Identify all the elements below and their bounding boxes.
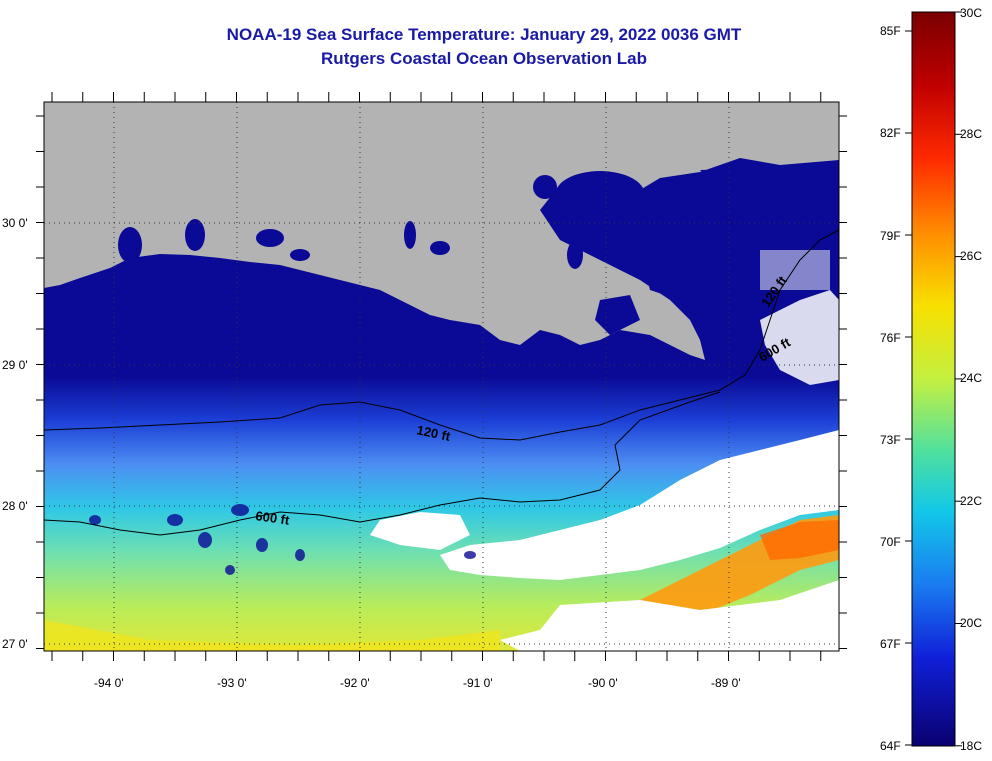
map-frame <box>43 101 840 652</box>
cb-c-28: 28C <box>960 127 982 141</box>
colorbar-ticks <box>905 11 962 747</box>
lake-calcasieu <box>118 227 142 263</box>
lon-label-92: -92 0' <box>340 676 370 690</box>
cb-f-85: 85F <box>880 24 901 38</box>
contour-600ft <box>44 391 721 536</box>
cb-c-22: 22C <box>960 494 982 508</box>
mississippi-sound <box>700 168 839 190</box>
warm-water-core <box>760 520 839 560</box>
cb-c-26: 26C <box>960 249 982 263</box>
cb-c-24: 24C <box>960 371 982 385</box>
lon-label-89: -89 0' <box>711 676 741 690</box>
axis-ticks <box>36 92 847 661</box>
lat-label-29: 29 0' <box>2 358 28 372</box>
lake-pontchartrain <box>555 171 645 219</box>
lon-label-91: -91 0' <box>463 676 493 690</box>
cb-c-18: 18C <box>960 739 982 753</box>
cloud-patch-1 <box>370 512 470 550</box>
contour-label-120ft-west: 120 ft <box>415 422 452 444</box>
lake-fausse <box>404 221 416 249</box>
cb-f-82: 82F <box>880 126 901 140</box>
cloud-patch-3 <box>760 290 839 385</box>
lon-label-93: -93 0' <box>217 676 247 690</box>
lake-verret <box>430 241 450 255</box>
cb-f-67: 67F <box>880 637 901 651</box>
map-subtitle: Rutgers Coastal Ocean Observation Lab <box>321 49 647 68</box>
barataria-bay <box>595 295 640 335</box>
lake-grand <box>185 219 205 251</box>
colorbar <box>911 11 956 747</box>
breton-sound <box>690 200 760 300</box>
contour-label-600ft-west: 600 ft <box>255 508 291 528</box>
land-mass <box>44 102 839 360</box>
lac-des-allemands <box>567 241 583 269</box>
contour-120ft <box>44 229 839 441</box>
lon-label-94: -94 0' <box>94 676 124 690</box>
cloud-band <box>440 430 839 580</box>
lat-label-28: 28 0' <box>2 499 28 513</box>
lake-borgne <box>640 245 700 300</box>
cold-speckles <box>89 504 476 575</box>
cb-f-73: 73F <box>880 433 901 447</box>
lat-label-27: 27 0' <box>2 637 28 651</box>
cloud-patch-2 <box>500 580 839 651</box>
cb-f-76: 76F <box>880 331 901 345</box>
cb-c-30: 30C <box>960 6 982 20</box>
lake-white <box>256 229 284 247</box>
cb-f-79: 79F <box>880 229 901 243</box>
cloud-patch-4 <box>760 250 830 290</box>
vermilion-bay <box>290 249 310 261</box>
map-title: NOAA-19 Sea Surface Temperature: January… <box>226 25 742 44</box>
cb-f-64: 64F <box>880 739 901 753</box>
cb-c-20: 20C <box>960 616 982 630</box>
lat-label-30: 30 0' <box>2 216 28 230</box>
cb-f-70: 70F <box>880 535 901 549</box>
lake-maurepas <box>533 175 557 199</box>
lon-label-90: -90 0' <box>588 676 618 690</box>
warm-band-south <box>44 620 500 651</box>
